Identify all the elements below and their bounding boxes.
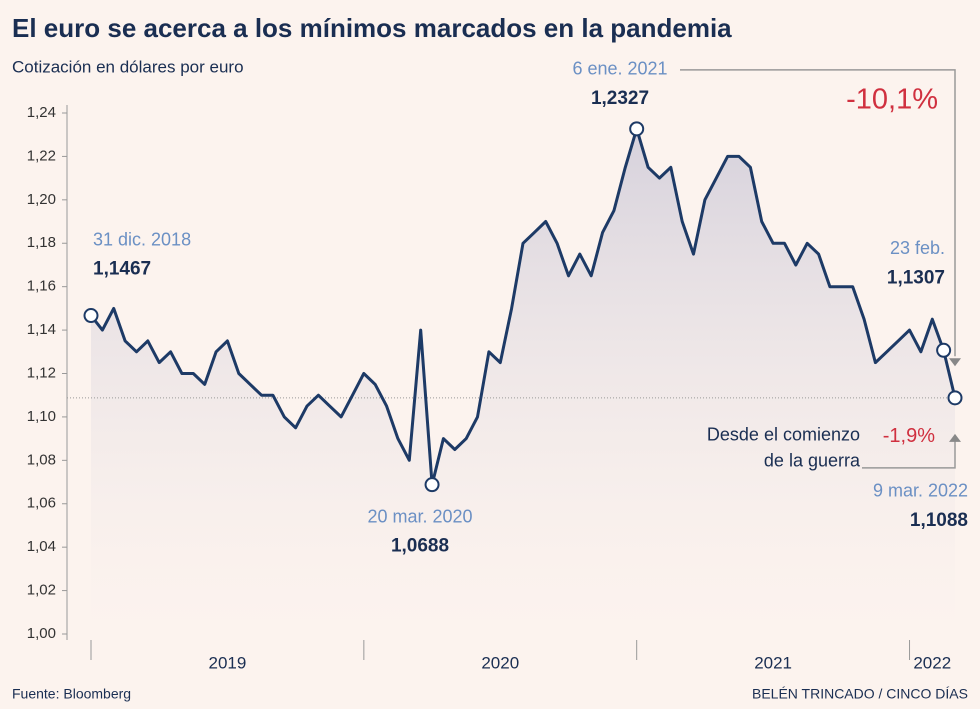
annotation-point [936,342,952,358]
arrow [949,358,961,367]
credit: BELÉN TRINCADO / CINCO DÍAS [752,686,968,702]
annotation-date: 31 dic. 2018 [93,229,191,249]
annotation-value: 1,2327 [591,88,649,109]
y-tick-label: 1,12 [27,364,56,381]
x-tick-label: 2020 [481,653,519,672]
y-tick-label: 1,20 [27,191,56,208]
annotation-point [947,390,963,406]
annotation-point [424,477,440,493]
change-note: Desde el comienzo [707,425,860,445]
annotation-date: 20 mar. 2020 [367,506,472,526]
annotation-value: 1,1467 [93,259,151,280]
y-tick-label: 1,16 [27,278,56,295]
annotation-point [83,308,99,324]
bracket [862,439,956,469]
change-label: -1,9% [883,425,935,447]
change-label: -10,1% [846,84,938,116]
y-tick-label: 1,10 [27,408,56,425]
annotation-date: 6 ene. 2021 [572,59,667,79]
x-tick-label: 2021 [754,653,792,672]
line [89,127,957,487]
annotation-date: 23 feb. [890,238,945,258]
x-tick-label: 2019 [209,653,247,672]
y-tick-label: 1,18 [27,234,56,251]
y-tick-label: 1,24 [27,104,56,121]
y-tick-label: 1,14 [27,321,56,338]
bracket [680,69,956,357]
arrow [949,433,961,442]
change-note: de la guerra [764,451,861,471]
chart-title: El euro se acerca a los mínimos marcados… [12,13,732,43]
chart-subtitle: Cotización en dólares por euro [12,57,244,76]
x-tick-label: 2022 [913,653,951,672]
y-tick-label: 1,04 [27,538,56,555]
source: Fuente: Bloomberg [12,686,131,702]
annotation-value: 1,1088 [910,510,968,531]
y-tick-label: 1,22 [27,147,56,164]
area [91,128,955,635]
annotation-point [629,121,645,137]
annotation-value: 1,1307 [887,267,945,288]
y-tick-label: 1,06 [27,495,56,512]
y-tick-label: 1,08 [27,451,56,468]
annotation-date: 9 mar. 2022 [873,481,968,501]
annotation-value: 1,0688 [391,536,449,557]
y-tick-label: 1,00 [27,625,56,642]
y-tick-label: 1,02 [27,582,56,599]
